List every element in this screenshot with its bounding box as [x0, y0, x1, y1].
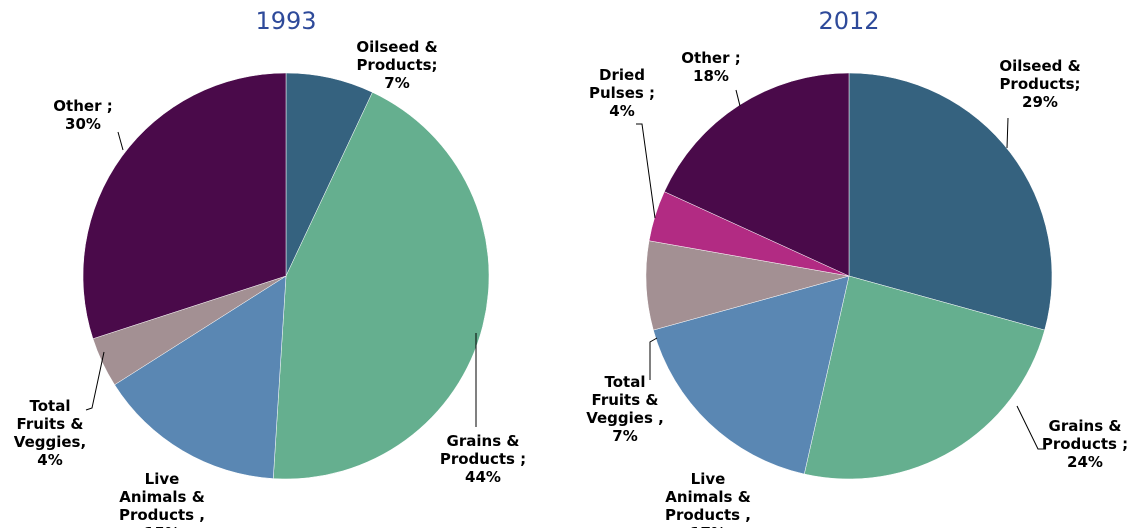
pie-slice — [114, 275, 287, 479]
category-label: Grains & Products ; — [439, 432, 527, 468]
category-label: Total Fruits & Veggies , — [586, 373, 664, 427]
data-label: Grains & Products ; 24% — [1035, 417, 1132, 471]
leader-line — [649, 337, 658, 380]
pie-slice — [82, 72, 287, 340]
leader-line — [117, 131, 124, 151]
value-label: 29% — [1022, 93, 1058, 111]
data-label: Grains & Products ; 44% — [428, 432, 538, 486]
leader-line — [1006, 117, 1009, 149]
pie-slice — [664, 72, 850, 277]
value-label: 7% — [384, 74, 410, 92]
category-label: Total Fruits & Veggies, — [13, 397, 87, 451]
chart-title: 1993 — [255, 7, 316, 35]
data-label: Oilseed & Products; 7% — [342, 38, 452, 92]
value-label: 30% — [65, 115, 101, 133]
data-label: Total Fruits & Veggies , 7% — [585, 373, 665, 445]
category-label: Live Animals & Products , — [118, 470, 206, 524]
category-label: Grains & Products ; — [1041, 417, 1129, 453]
value-label: 7% — [612, 427, 638, 445]
value-label: 18% — [693, 67, 729, 85]
chart-title: 2012 — [818, 7, 879, 35]
pie-slice — [653, 275, 850, 475]
value-label: 15% — [144, 524, 180, 528]
data-label: Dried Pulses ; 4% — [587, 66, 657, 120]
value-label: 17% — [690, 524, 726, 528]
category-label: Live Animals & Products , — [664, 470, 752, 524]
leader-line — [636, 123, 656, 219]
data-label: Total Fruits & Veggies, 4% — [10, 397, 90, 469]
category-label: Dried Pulses ; — [588, 66, 656, 102]
pie-slice — [803, 275, 1045, 480]
data-label: Live Animals & Products ,15% — [115, 470, 210, 528]
data-label: Other ; 30% — [43, 97, 123, 133]
data-label: Other ; 18% — [676, 49, 746, 85]
category-label: Oilseed & Products; — [356, 38, 438, 74]
leader-line — [85, 351, 105, 411]
data-label: Oilseed & Products; 29% — [990, 57, 1090, 111]
category-label: Other ; — [53, 97, 113, 115]
category-label: Oilseed & Products; — [999, 57, 1081, 93]
pie-slice — [272, 91, 490, 480]
value-label: 24% — [1067, 453, 1103, 471]
leader-line — [1016, 405, 1046, 450]
leader-line — [735, 89, 741, 107]
value-label: 4% — [609, 102, 635, 120]
data-label: Live Animals & Products ,17% — [661, 470, 756, 528]
value-label: 4% — [37, 451, 63, 469]
pie-slice — [848, 72, 1053, 331]
category-label: Other ; — [681, 49, 741, 67]
value-label: 44% — [465, 468, 501, 486]
